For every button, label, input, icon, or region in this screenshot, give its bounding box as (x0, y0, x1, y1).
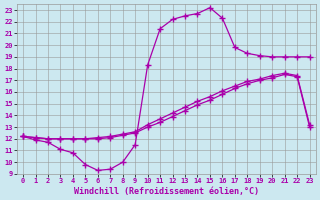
X-axis label: Windchill (Refroidissement éolien,°C): Windchill (Refroidissement éolien,°C) (74, 187, 259, 196)
